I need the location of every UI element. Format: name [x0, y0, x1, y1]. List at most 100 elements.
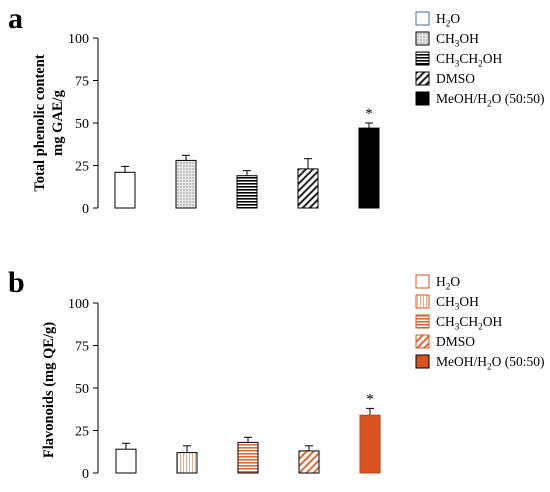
- bar-group: [176, 445, 198, 474]
- legend-label-part: 2: [478, 58, 483, 68]
- legend-label-part: O: [450, 11, 460, 26]
- significance-marker: *: [366, 391, 374, 407]
- panel-label: a: [8, 2, 23, 35]
- legend-label-part: CH: [436, 294, 455, 309]
- legend-item: DMSO: [415, 71, 475, 86]
- legend-item: H2O: [415, 274, 460, 291]
- legend-label-part: 2: [487, 361, 492, 371]
- legend-swatch: [415, 31, 430, 46]
- bar: [114, 171, 136, 209]
- panel-label: b: [8, 266, 25, 299]
- legend-label: H2O: [436, 274, 460, 291]
- legend-label-part: CH: [436, 51, 455, 66]
- legend-item: DMSO: [415, 334, 475, 349]
- legend-label-part: CH: [459, 314, 478, 329]
- legend-label-part: CH: [459, 51, 478, 66]
- legend-label-part: H: [436, 274, 446, 289]
- y-tick-label: 100: [68, 32, 89, 47]
- legend-label-part: 3: [455, 321, 460, 331]
- legend-label-part: O (50:50): [492, 354, 545, 369]
- legend-swatch: [415, 11, 430, 26]
- bar-group: [175, 154, 197, 209]
- legend-swatch: [415, 354, 430, 369]
- bar: [297, 168, 319, 209]
- y-tick-label: 25: [75, 160, 89, 175]
- y-axis-label: Flavonoids (mg QE/g): [41, 322, 57, 458]
- y-axis-label: Total phenolic content: [32, 54, 48, 191]
- legend-item: H2O: [415, 11, 460, 28]
- legend-swatch: [415, 51, 430, 66]
- legend-label-part: OH: [483, 314, 503, 329]
- bar: [236, 175, 258, 209]
- legend-label: CH3CH2OH: [436, 51, 502, 68]
- legend-label: CH3CH2OH: [436, 314, 502, 331]
- legend-label-part: O (50:50): [492, 91, 545, 106]
- legend-label-part: MeOH/H: [436, 354, 487, 369]
- bar-group: *: [359, 391, 381, 474]
- legend-swatch: [415, 71, 430, 86]
- legend-label-part: 2: [446, 281, 451, 291]
- y-tick-label: 0: [82, 202, 89, 217]
- y-tick-label: 100: [68, 297, 89, 312]
- bar: [237, 441, 259, 474]
- legend-label-part: DMSO: [436, 71, 475, 86]
- legend-label-part: DMSO: [436, 334, 475, 349]
- y-tick-label: 75: [75, 75, 89, 90]
- legend-item: MeOH/H2O (50:50): [415, 91, 544, 108]
- legend-label: DMSO: [436, 71, 475, 86]
- bar-group: [114, 165, 136, 209]
- legend-label-part: 3: [455, 38, 460, 48]
- bar: [298, 450, 320, 474]
- legend-label-part: 2: [446, 18, 451, 28]
- y-tick-label: 50: [75, 117, 89, 132]
- legend-item: CH3OH: [415, 294, 479, 311]
- legend-item: CH3CH2OH: [415, 51, 502, 68]
- legend-label-part: 2: [487, 98, 492, 108]
- legend-label-part: MeOH/H: [436, 91, 487, 106]
- bar-group: [236, 170, 258, 209]
- bar: [358, 127, 380, 209]
- bar-group: *: [358, 106, 380, 209]
- legend-label-part: OH: [459, 31, 479, 46]
- legend-item: CH3CH2OH: [415, 314, 502, 331]
- legend-label: H2O: [436, 11, 460, 28]
- legend-label-part: 3: [455, 301, 460, 311]
- legend-swatch: [415, 334, 430, 349]
- bar-group: [297, 158, 319, 209]
- legend-item: CH3OH: [415, 31, 479, 48]
- bar: [175, 159, 197, 209]
- legend-label-part: H: [436, 11, 446, 26]
- legend-swatch: [415, 274, 430, 289]
- y-tick-label: 75: [75, 340, 89, 355]
- y-axis-label: mg GAE/g: [50, 89, 66, 155]
- legend-swatch: [415, 91, 430, 106]
- legend-label: CH3OH: [436, 294, 479, 311]
- bar-group: [115, 442, 137, 474]
- legend-swatch: [415, 314, 430, 329]
- legend-label-part: O: [450, 274, 460, 289]
- legend-label: MeOH/H2O (50:50): [436, 91, 544, 108]
- legend-label-part: OH: [459, 294, 479, 309]
- legend-swatch: [415, 294, 430, 309]
- y-tick-label: 0: [82, 467, 89, 482]
- legend-label: CH3OH: [436, 31, 479, 48]
- legend-label: MeOH/H2O (50:50): [436, 354, 544, 371]
- legend-item: MeOH/H2O (50:50): [415, 354, 544, 371]
- legend-label-part: 3: [455, 58, 460, 68]
- panel-a: a 0 25 50 75 100 Total phenolic content mg GAE/…: [8, 2, 544, 217]
- legend-label: DMSO: [436, 334, 475, 349]
- bar: [359, 414, 381, 474]
- legend-label-part: CH: [436, 314, 455, 329]
- bar-group: [237, 436, 259, 474]
- y-tick-label: 25: [75, 425, 89, 440]
- bar: [176, 452, 198, 474]
- bar-group: [298, 445, 320, 474]
- legend-label-part: 2: [478, 321, 483, 331]
- legend-label-part: OH: [483, 51, 503, 66]
- legend-label-part: CH: [436, 31, 455, 46]
- y-tick-label: 50: [75, 382, 89, 397]
